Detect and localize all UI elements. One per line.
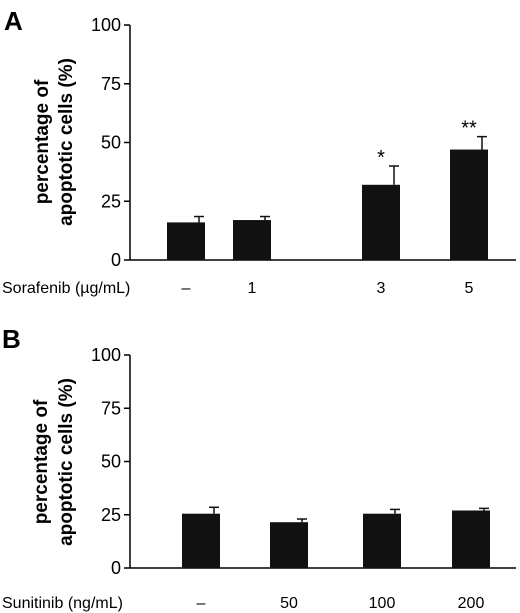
bar — [182, 513, 220, 568]
y-tick-label: 75 — [101, 398, 121, 418]
significance-marker: * — [377, 147, 385, 169]
category-label: 50 — [280, 595, 298, 612]
bar — [450, 149, 488, 260]
panel-b: B 0 25 50 75 100 percentage of apoptotic cells … — [2, 324, 516, 612]
category-label: 3 — [377, 280, 386, 297]
y-tick-label: 50 — [101, 133, 121, 153]
y-axis-label-line: apoptotic cells (%) — [56, 58, 77, 226]
category-label: – — [197, 595, 206, 612]
x-axis-title: Sorafenib (µg/mL) — [2, 280, 130, 297]
category-label: 5 — [465, 280, 474, 297]
y-tick-label: 0 — [111, 558, 121, 578]
bar — [363, 513, 401, 568]
category-label: 100 — [369, 595, 396, 612]
category-label: 200 — [458, 595, 485, 612]
panel-a: A 0 25 50 75 100 percentage of apoptotic cells … — [2, 6, 516, 297]
y-axis-label-line: percentage of — [31, 399, 52, 524]
bar — [233, 220, 271, 260]
y-tick-label: 100 — [91, 345, 121, 365]
category-label: – — [182, 280, 191, 297]
bar — [167, 222, 205, 260]
bar — [270, 522, 308, 568]
y-tick-label: 25 — [101, 505, 121, 525]
y-axis-label-line: percentage of — [32, 79, 53, 204]
panel-letter: A — [4, 6, 23, 36]
y-axis-label-line: apoptotic cells (%) — [56, 378, 77, 546]
category-label: 1 — [248, 280, 257, 297]
y-tick-label: 100 — [91, 15, 121, 35]
bar — [452, 510, 490, 568]
panel-letter: B — [2, 324, 21, 354]
x-axis-title: Sunitinib (ng/mL) — [2, 595, 123, 612]
y-tick-label: 0 — [111, 250, 121, 270]
significance-marker: ** — [461, 118, 477, 140]
bar — [362, 184, 400, 260]
y-tick-label: 75 — [101, 74, 121, 94]
y-tick-label: 50 — [101, 452, 121, 472]
y-tick-label: 25 — [101, 191, 121, 211]
